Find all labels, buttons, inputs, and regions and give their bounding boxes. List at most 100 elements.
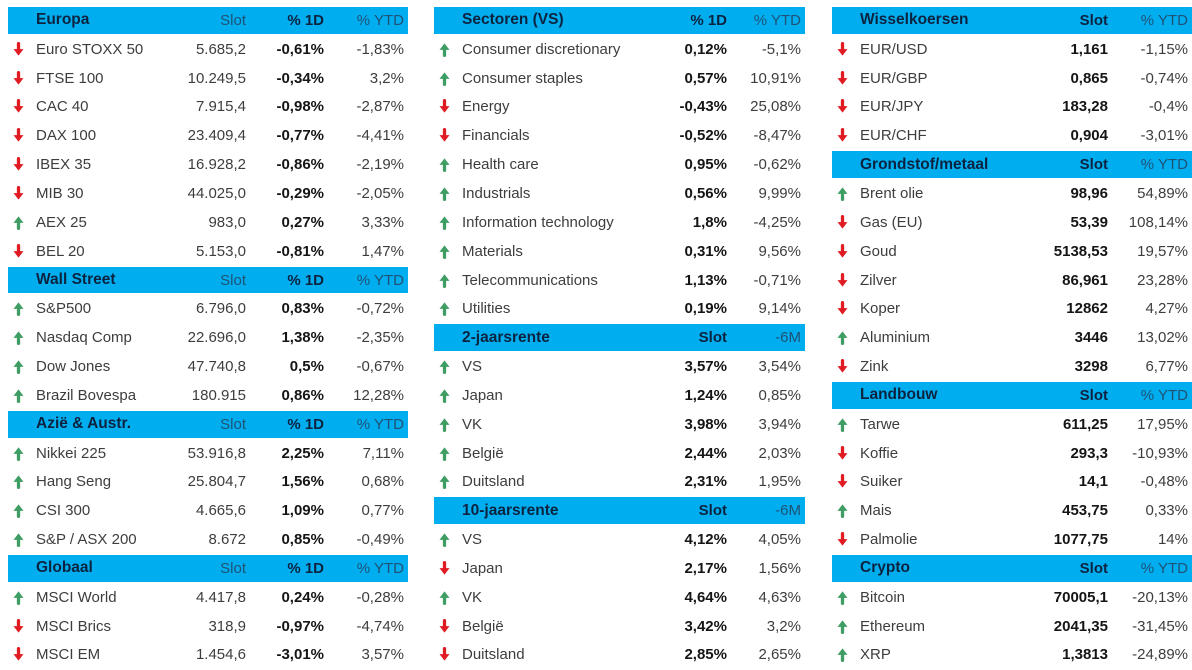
column-header-slot: Slot (698, 329, 727, 347)
table-row-msci-brics[interactable]: MSCI Brics 318,9 -0,97% -4,74% (8, 612, 408, 641)
table-row-financials[interactable]: Financials -0,52% -8,47% (434, 121, 805, 150)
table-row-koffie[interactable]: Koffie 293,3 -10,93% (832, 439, 1192, 468)
table-row-brazil-bovespa[interactable]: Brazil Bovespa 180.915 0,86% 12,28% (8, 381, 408, 410)
table-row-belgi[interactable]: België 3,42% 3,2% (434, 612, 805, 641)
instrument-name: Brazil Bovespa (36, 386, 137, 404)
d1-value: 0,27% (281, 213, 324, 231)
table-row-consumer-staples[interactable]: Consumer staples 0,57% 10,91% (434, 64, 805, 93)
arrow-up-icon (8, 329, 36, 346)
ytd-value: 23,28% (1137, 271, 1188, 289)
table-row-brent-olie[interactable]: Brent olie 98,96 54,89% (832, 179, 1192, 208)
table-row-aluminium[interactable]: Aluminium 3446 13,02% (832, 323, 1192, 352)
table-row-mais[interactable]: Mais 453,75 0,33% (832, 496, 1192, 525)
table-row-vk[interactable]: VK 4,64% 4,63% (434, 583, 805, 612)
arrow-down-icon (832, 358, 860, 375)
table-row-belgi[interactable]: België 2,44% 2,03% (434, 439, 805, 468)
table-row-xrp[interactable]: XRP 1,3813 -24,89% (832, 641, 1192, 670)
table-row-palmolie[interactable]: Palmolie 1077,75 14% (832, 525, 1192, 554)
section-header-wisselkoersen: Wisselkoersen Slot % YTD (832, 6, 1192, 35)
table-row-bitcoin[interactable]: Bitcoin 70005,1 -20,13% (832, 583, 1192, 612)
arrow-up-icon (832, 589, 860, 606)
table-row-duitsland[interactable]: Duitsland 2,31% 1,95% (434, 468, 805, 497)
table-row-japan[interactable]: Japan 1,24% 0,85% (434, 381, 805, 410)
table-row-tarwe[interactable]: Tarwe 611,25 17,95% (832, 410, 1192, 439)
table-row-utilities[interactable]: Utilities 0,19% 9,14% (434, 294, 805, 323)
table-row-cac-40[interactable]: CAC 40 7.915,4 -0,98% -2,87% (8, 93, 408, 122)
table-row-eur-chf[interactable]: EUR/CHF 0,904 -3,01% (832, 121, 1192, 150)
slot-value: 2041,35 (1053, 617, 1108, 635)
table-row-ibex-35[interactable]: IBEX 35 16.928,2 -0,86% -2,19% (8, 150, 408, 179)
arrow-down-icon (8, 646, 36, 663)
ytd-value: 10,91% (750, 69, 801, 87)
table-row-goud[interactable]: Goud 5138,53 19,57% (832, 237, 1192, 266)
table-row-information-technology[interactable]: Information technology 1,8% -4,25% (434, 208, 805, 237)
ytd-value: -0,49% (356, 531, 404, 549)
table-row-vs[interactable]: VS 4,12% 4,05% (434, 525, 805, 554)
table-row-dax-100[interactable]: DAX 100 23.409,4 -0,77% -4,41% (8, 121, 408, 150)
table-row-health-care[interactable]: Health care 0,95% -0,62% (434, 150, 805, 179)
table-row-aex-25[interactable]: AEX 25 983,0 0,27% 3,33% (8, 208, 408, 237)
table-row-telecommunications[interactable]: Telecommunications 1,13% -0,71% (434, 266, 805, 295)
section-header-azi-austr: Azië & Austr. Slot % 1D % YTD (8, 409, 408, 439)
table-row-dow-jones[interactable]: Dow Jones 47.740,8 0,5% -0,67% (8, 352, 408, 381)
column-header-slot: Slot (220, 559, 246, 577)
instrument-name: Bitcoin (860, 588, 906, 606)
table-row-ethereum[interactable]: Ethereum 2041,35 -31,45% (832, 612, 1192, 641)
d1-value: 4,64% (684, 588, 727, 606)
table-row-zilver[interactable]: Zilver 86,961 23,28% (832, 266, 1192, 295)
table-row-eur-gbp[interactable]: EUR/GBP 0,865 -0,74% (832, 64, 1192, 93)
table-row-vs[interactable]: VS 3,57% 3,54% (434, 352, 805, 381)
table-row-energy[interactable]: Energy -0,43% 25,08% (434, 93, 805, 122)
table-row-eur-usd[interactable]: EUR/USD 1,161 -1,15% (832, 35, 1192, 64)
table-row-materials[interactable]: Materials 0,31% 9,56% (434, 237, 805, 266)
ytd-value: 0,68% (361, 473, 404, 491)
section-title: 10-jaarsrente (462, 501, 559, 519)
table-row-duitsland[interactable]: Duitsland 2,85% 2,65% (434, 641, 805, 670)
table-row-euro-stoxx-50[interactable]: Euro STOXX 50 5.685,2 -0,61% -1,83% (8, 35, 408, 64)
arrow-up-icon (8, 473, 36, 490)
table-row-suiker[interactable]: Suiker 14,1 -0,48% (832, 468, 1192, 497)
table-row-csi-300[interactable]: CSI 300 4.665,6 1,09% 0,77% (8, 496, 408, 525)
table-row-eur-jpy[interactable]: EUR/JPY 183,28 -0,4% (832, 93, 1192, 122)
table-row-hang-seng[interactable]: Hang Seng 25.804,7 1,56% 0,68% (8, 468, 408, 497)
d1-value: 4,12% (684, 531, 727, 549)
instrument-name: Nasdaq Comp (36, 329, 132, 347)
instrument-name: Materials (462, 242, 523, 260)
instrument-name: Dow Jones (36, 358, 111, 376)
instrument-name: CSI 300 (36, 502, 91, 520)
instrument-name: Mais (860, 502, 892, 520)
arrow-down-icon (832, 214, 860, 231)
d1-value: -0,81% (276, 242, 324, 260)
slot-value: 611,25 (1062, 415, 1108, 433)
table-row-mib-30[interactable]: MIB 30 44.025,0 -0,29% -2,05% (8, 179, 408, 208)
table-row-zink[interactable]: Zink 3298 6,77% (832, 352, 1192, 381)
section-title: Azië & Austr. (36, 415, 132, 433)
instrument-name: IBEX 35 (36, 156, 92, 174)
arrow-up-icon (832, 416, 860, 433)
column-header-ytd: % YTD (1140, 559, 1188, 577)
table-row-ftse-100[interactable]: FTSE 100 10.249,5 -0,34% 3,2% (8, 64, 408, 93)
table-row-nasdaq-comp[interactable]: Nasdaq Comp 22.696,0 1,38% -2,35% (8, 323, 408, 352)
table-row-industrials[interactable]: Industrials 0,56% 9,99% (434, 179, 805, 208)
table-row-nikkei-225[interactable]: Nikkei 225 53.916,8 2,25% 7,11% (8, 439, 408, 468)
column-header-1d: % 1D (287, 271, 324, 289)
table-row-msci-em[interactable]: MSCI EM 1.454,6 -3,01% 3,57% (8, 641, 408, 670)
table-row-vk[interactable]: VK 3,98% 3,94% (434, 410, 805, 439)
ytd-value: -0,48% (1140, 473, 1188, 491)
arrow-up-icon (8, 358, 36, 375)
table-row-koper[interactable]: Koper 12862 4,27% (832, 294, 1192, 323)
table-row-s-p-asx-200[interactable]: S&P / ASX 200 8.672 0,85% -0,49% (8, 525, 408, 554)
table-row-consumer-discretionary[interactable]: Consumer discretionary 0,12% -5,1% (434, 35, 805, 64)
instrument-name: Zilver (860, 271, 897, 289)
table-row-s-p500[interactable]: S&P500 6.796,0 0,83% -0,72% (8, 294, 408, 323)
instrument-name: VK (462, 415, 483, 433)
arrow-down-icon (8, 98, 36, 115)
ytd-value: -0,71% (753, 271, 801, 289)
column-sectors-rates: Sectoren (VS) % 1D % YTD Consumer discretio… (434, 0, 805, 669)
table-row-japan[interactable]: Japan 2,17% 1,56% (434, 554, 805, 583)
ytd-value: -2,35% (356, 329, 404, 347)
arrow-down-icon (832, 127, 860, 144)
table-row-gas-eu[interactable]: Gas (EU) 53,39 108,14% (832, 208, 1192, 237)
table-row-msci-world[interactable]: MSCI World 4.417,8 0,24% -0,28% (8, 583, 408, 612)
table-row-bel-20[interactable]: BEL 20 5.153,0 -0,81% 1,47% (8, 237, 408, 266)
